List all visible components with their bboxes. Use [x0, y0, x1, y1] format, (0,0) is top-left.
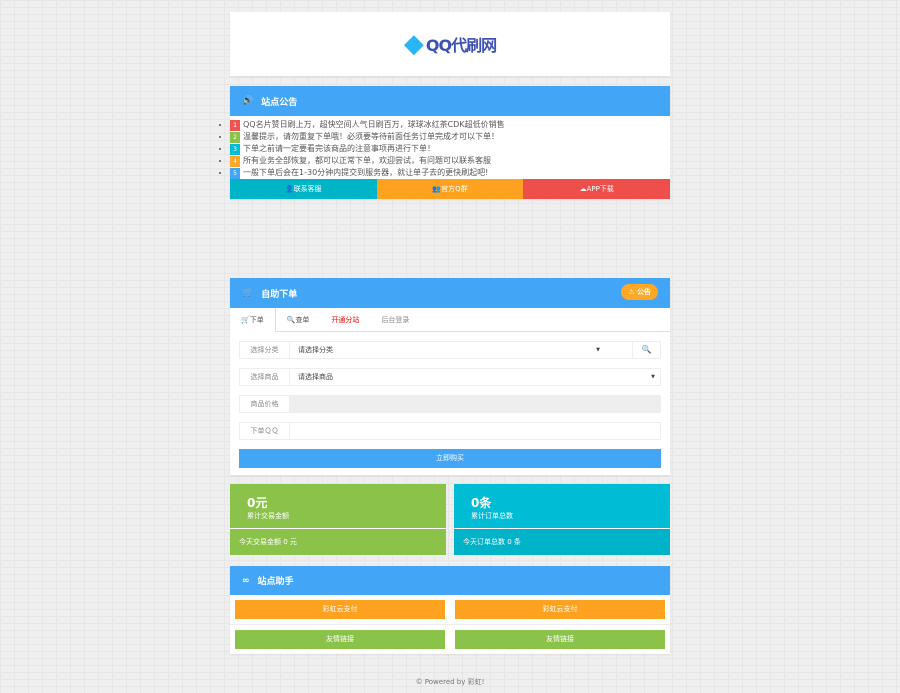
notice-title: 站点公告: [261, 97, 298, 108]
friend-link-button[interactable]: 友情链接: [455, 630, 665, 649]
tab-label: 后台登录: [381, 315, 410, 324]
stat-today: 今天交易金额 0 元: [230, 528, 446, 555]
category-label: 选择分类: [240, 342, 290, 358]
button-icon: 👥: [432, 185, 442, 193]
announcement-label: 公告: [637, 288, 651, 296]
notice-text: 温馨提示，请勿重复下单哦！必须要等待前面任务订单完成才可以下单！: [243, 132, 499, 141]
helper-title: 站点助手: [257, 577, 294, 587]
app-download-button[interactable]: ☁ APP下载: [523, 179, 671, 199]
diamond-icon: ◆: [403, 29, 424, 59]
tab-admin-login[interactable]: 后台登录: [370, 308, 420, 331]
search-icon[interactable]: 🔍: [632, 342, 660, 358]
button-icon: 👤: [284, 185, 294, 193]
qq-label: 下单ＱＱ: [240, 423, 290, 439]
notice-panel: 🔊 站点公告 1QQ名片赞日刷上万，超快空间人气日刷百万，球球冰红茶CDK超低价销…: [230, 86, 671, 199]
stat-total-amount: 0元 累计交易金额 今天交易金额 0 元: [230, 484, 446, 555]
buy-now-button[interactable]: 立即购买: [239, 449, 661, 468]
tab-label: 开通分站: [331, 315, 360, 324]
cart-icon: 🛒: [242, 288, 254, 298]
product-label: 选择商品: [240, 369, 290, 385]
pay-link-button[interactable]: 彩虹云支付: [455, 600, 665, 619]
notice-number: 3: [230, 144, 240, 155]
stat-label: 累计订单总数: [471, 512, 513, 520]
volume-icon: 🔊: [242, 96, 254, 106]
tab-label: 查单: [295, 315, 310, 324]
link-icon: ∞: [242, 575, 250, 586]
tab-query[interactable]: 🔍 查单: [286, 315, 310, 324]
notice-number: 4: [230, 156, 240, 167]
product-value: 请选择商品: [298, 373, 333, 381]
notice-number: 1: [230, 120, 240, 131]
price-field: [290, 396, 660, 412]
stat-value: 0条: [471, 496, 492, 510]
site-logo[interactable]: ◆ QQ代刷网: [230, 12, 670, 76]
notice-text: 所有业务全部恢复，都可以正常下单，欢迎尝试，有问题可以联系客服: [243, 156, 491, 165]
product-select[interactable]: 请选择商品 ▼: [298, 373, 655, 381]
notice-number: 5: [230, 168, 240, 179]
button-label: APP下载: [586, 185, 614, 193]
announcement-button[interactable]: ⚠ 公告: [621, 284, 658, 300]
button-icon: ☁: [579, 185, 587, 193]
price-label: 商品价格: [240, 396, 290, 412]
footer-text: © Powered by 彩虹!: [415, 678, 485, 686]
official-group-button[interactable]: 👥 官方Q群: [376, 179, 524, 199]
tab-order[interactable]: 🛒 下单: [230, 308, 276, 332]
order-panel: 🛒 自助下单 ⚠ 公告 🛒 下单 🔍 查单 开通分站 后台登录 选择分类 请选择分类 ▼ 🔍…: [230, 278, 670, 475]
category-value: 请选择分类: [298, 346, 333, 354]
category-select[interactable]: 请选择分类 ▼: [298, 346, 600, 354]
stat-label: 累计交易金额: [247, 512, 289, 520]
stat-value: 0元: [247, 496, 268, 510]
notice-number: 2: [230, 132, 240, 143]
notice-text: QQ名片赞日刷上万，超快空间人气日刷百万，球球冰红茶CDK超低价销售: [243, 120, 505, 129]
contact-support-button[interactable]: 👤 联系客服: [230, 179, 377, 199]
qq-input[interactable]: [290, 423, 660, 439]
logo-text: QQ代刷网: [425, 36, 497, 55]
order-title: 自助下单: [261, 289, 298, 300]
button-label: 联系客服: [293, 185, 322, 193]
stat-total-orders: 0条 累计订单总数 今天订单总数 0 条: [454, 484, 670, 555]
notice-text: 下单之前请一定要看完该商品的注意事项再进行下单！: [243, 144, 435, 153]
tab-open-substation[interactable]: 开通分站: [320, 308, 370, 331]
button-label: 官方Q群: [441, 185, 468, 193]
friend-link-button[interactable]: 友情链接: [235, 630, 445, 649]
notice-text: 一般下单后会在1-30分钟内提交到服务器，就让单子去的更快刷起吧!: [243, 168, 489, 177]
pay-link-button[interactable]: 彩虹云支付: [235, 600, 445, 619]
stat-today: 今天订单总数 0 条: [454, 528, 670, 555]
helper-panel: ∞ 站点助手 彩虹云支付 彩虹云支付 友情链接 友情链接: [230, 566, 670, 654]
tab-label: 下单: [249, 315, 264, 324]
